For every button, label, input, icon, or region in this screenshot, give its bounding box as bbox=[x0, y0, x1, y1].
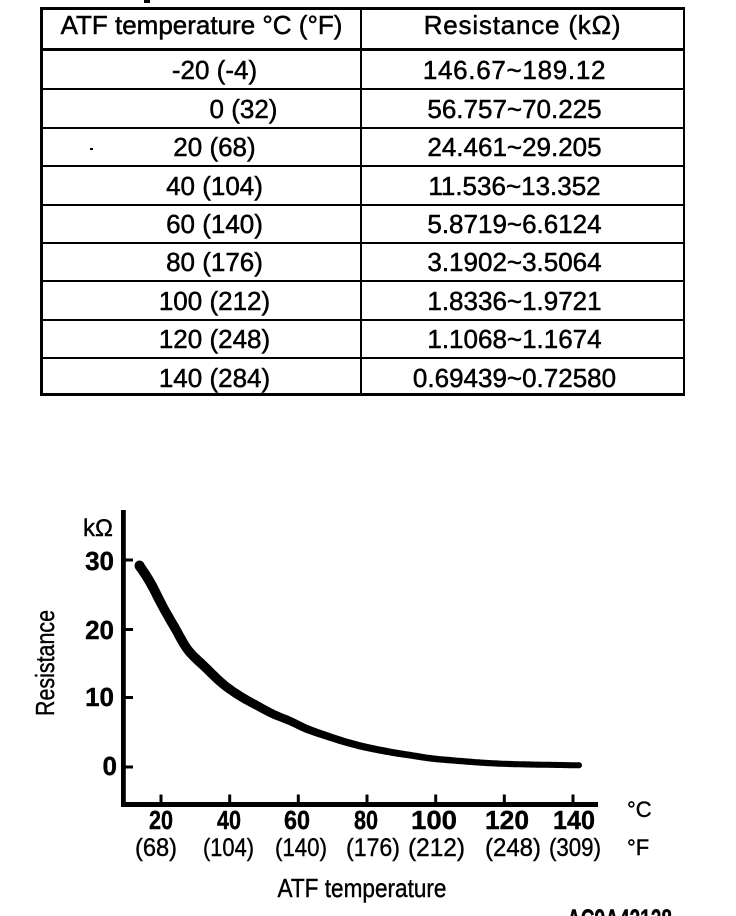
svg-text:(104): (104) bbox=[203, 834, 254, 862]
svg-text:120: 120 bbox=[485, 805, 529, 835]
svg-text:Resistance: Resistance bbox=[30, 610, 60, 716]
svg-text:(248): (248) bbox=[485, 834, 541, 862]
svg-text:AC9A42128: AC9A42128 bbox=[567, 904, 672, 916]
svg-text:(176): (176) bbox=[346, 834, 400, 862]
svg-text:40: 40 bbox=[217, 805, 241, 835]
svg-text:20: 20 bbox=[85, 615, 114, 645]
svg-text:°C: °C bbox=[627, 797, 652, 822]
svg-text:°F: °F bbox=[627, 835, 649, 860]
svg-text:kΩ: kΩ bbox=[83, 515, 113, 542]
svg-text:(309): (309) bbox=[549, 834, 601, 862]
svg-text:ATF temperature: ATF temperature bbox=[278, 873, 447, 903]
svg-text:(140): (140) bbox=[275, 834, 327, 862]
svg-text:100: 100 bbox=[411, 805, 457, 835]
svg-text:(68): (68) bbox=[135, 834, 177, 862]
svg-text:(212): (212) bbox=[408, 834, 465, 862]
svg-text:20: 20 bbox=[149, 805, 173, 835]
svg-text:30: 30 bbox=[85, 546, 114, 576]
svg-text:60: 60 bbox=[284, 805, 310, 835]
svg-text:0: 0 bbox=[103, 751, 117, 781]
svg-text:80: 80 bbox=[354, 805, 378, 835]
svg-text:10: 10 bbox=[85, 682, 114, 712]
svg-text:140: 140 bbox=[553, 805, 595, 835]
